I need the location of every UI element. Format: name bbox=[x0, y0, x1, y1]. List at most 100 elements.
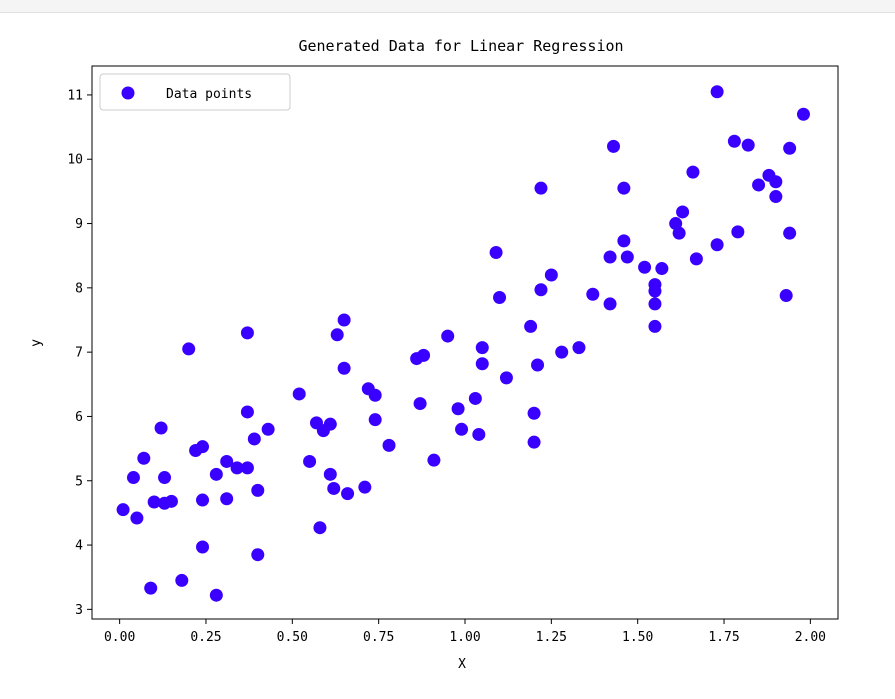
data-point bbox=[126, 471, 140, 485]
data-point bbox=[672, 226, 686, 240]
data-point bbox=[220, 492, 234, 506]
data-point bbox=[175, 573, 189, 587]
y-axis-label: y bbox=[29, 339, 44, 347]
data-point bbox=[586, 287, 600, 301]
data-point bbox=[441, 329, 455, 343]
legend-box bbox=[99, 73, 291, 111]
data-point bbox=[451, 402, 465, 416]
data-point bbox=[607, 139, 621, 153]
data-point bbox=[617, 234, 631, 248]
data-point bbox=[731, 225, 745, 239]
data-point bbox=[638, 260, 652, 274]
data-point bbox=[468, 391, 482, 405]
data-point bbox=[182, 342, 196, 356]
y-tick-label: 5 bbox=[75, 474, 83, 489]
legend-marker bbox=[121, 86, 135, 100]
data-point bbox=[313, 521, 327, 535]
data-point bbox=[292, 387, 306, 401]
data-point bbox=[769, 175, 783, 189]
data-point bbox=[341, 487, 355, 501]
y-tick-label: 7 bbox=[75, 346, 83, 361]
x-tick-label: 0.25 bbox=[190, 630, 221, 645]
data-point bbox=[655, 262, 669, 276]
data-point bbox=[303, 454, 317, 468]
data-point bbox=[154, 421, 168, 435]
data-point bbox=[493, 290, 507, 304]
x-tick-label: 0.75 bbox=[363, 630, 394, 645]
legend-label: Data points bbox=[166, 87, 252, 102]
data-point bbox=[196, 540, 210, 554]
data-point bbox=[251, 548, 265, 562]
data-point bbox=[164, 494, 178, 508]
x-tick-label: 0.00 bbox=[104, 630, 135, 645]
y-tick-label: 4 bbox=[75, 539, 83, 554]
data-point bbox=[144, 581, 158, 595]
data-point bbox=[382, 438, 396, 452]
data-point bbox=[710, 238, 724, 252]
data-point bbox=[240, 461, 254, 475]
data-point bbox=[158, 471, 172, 485]
data-point bbox=[617, 181, 631, 195]
data-point bbox=[648, 284, 662, 298]
data-point bbox=[137, 451, 151, 465]
data-point bbox=[196, 440, 210, 454]
data-point bbox=[648, 319, 662, 333]
plot-area bbox=[91, 65, 839, 620]
data-point bbox=[603, 297, 617, 311]
x-axis-label: X bbox=[458, 657, 466, 672]
data-point bbox=[116, 503, 130, 517]
data-point bbox=[327, 481, 341, 495]
data-point bbox=[534, 283, 548, 297]
data-point bbox=[779, 289, 793, 303]
y-tick-label: 8 bbox=[75, 281, 83, 296]
data-point bbox=[209, 588, 223, 602]
data-point bbox=[544, 268, 558, 282]
data-point bbox=[741, 138, 755, 152]
data-point bbox=[686, 165, 700, 179]
data-point bbox=[196, 493, 210, 507]
data-point bbox=[368, 413, 382, 427]
data-point bbox=[603, 250, 617, 264]
data-point bbox=[358, 480, 372, 494]
chart-title: Generated Data for Linear Regression bbox=[298, 37, 623, 55]
data-point bbox=[147, 495, 161, 509]
y-axis: 3 4 5 6 7 8 9 10 11 bbox=[67, 88, 92, 618]
x-tick-label: 2.00 bbox=[795, 630, 826, 645]
data-point bbox=[475, 357, 489, 371]
data-point bbox=[230, 461, 244, 475]
data-point bbox=[527, 435, 541, 449]
data-point bbox=[572, 341, 586, 355]
data-point bbox=[240, 326, 254, 340]
x-tick-label: 1.75 bbox=[708, 630, 739, 645]
data-point bbox=[247, 432, 261, 446]
data-point bbox=[417, 348, 431, 362]
notebook-top-strip bbox=[0, 0, 895, 13]
data-point bbox=[555, 345, 569, 359]
data-point bbox=[427, 453, 441, 467]
data-point bbox=[676, 205, 690, 219]
data-point bbox=[323, 417, 337, 431]
data-point bbox=[475, 341, 489, 355]
data-point bbox=[209, 467, 223, 481]
data-point bbox=[489, 245, 503, 259]
data-point bbox=[337, 313, 351, 327]
data-point bbox=[783, 141, 797, 155]
data-points bbox=[116, 85, 810, 602]
data-point bbox=[455, 422, 469, 436]
x-tick-label: 1.00 bbox=[449, 630, 480, 645]
data-point bbox=[499, 371, 513, 385]
data-point bbox=[472, 427, 486, 441]
data-point bbox=[648, 297, 662, 311]
data-point bbox=[251, 483, 265, 497]
data-point bbox=[337, 361, 351, 375]
y-tick-label: 10 bbox=[67, 153, 83, 168]
data-point bbox=[130, 511, 144, 525]
data-point bbox=[769, 190, 783, 204]
x-tick-label: 1.25 bbox=[536, 630, 567, 645]
data-point bbox=[620, 250, 634, 264]
data-point bbox=[261, 422, 275, 436]
legend: Data points bbox=[99, 73, 291, 111]
data-point bbox=[368, 388, 382, 402]
y-tick-label: 6 bbox=[75, 410, 83, 425]
